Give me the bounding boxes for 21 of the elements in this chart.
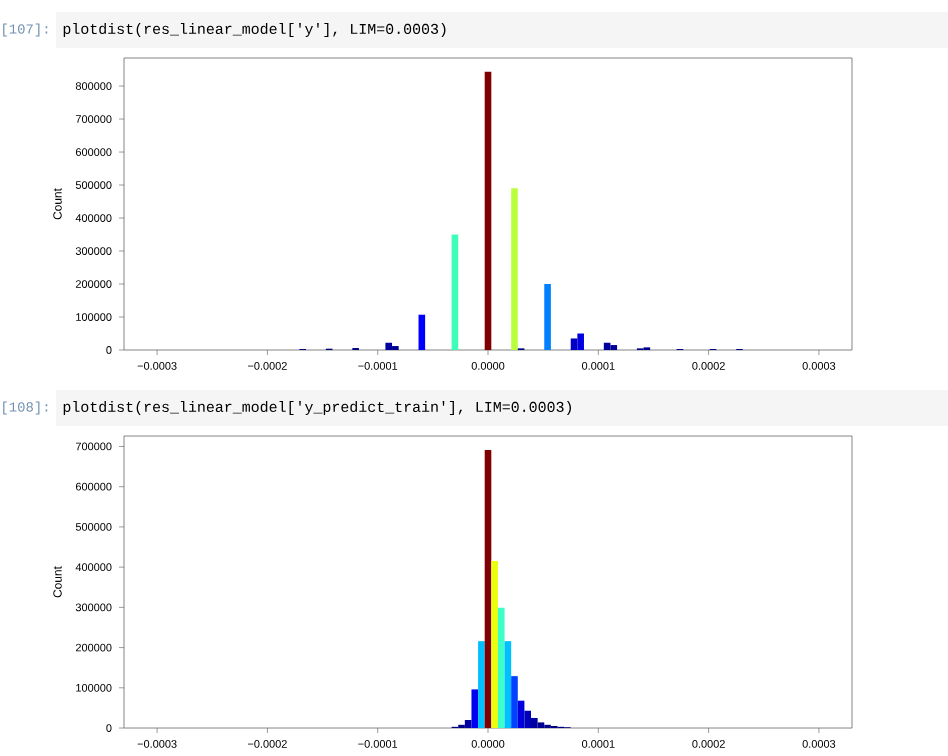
bar xyxy=(504,641,512,729)
bar xyxy=(544,284,551,351)
bar xyxy=(464,719,472,729)
bar xyxy=(577,333,584,351)
bar xyxy=(511,676,518,729)
bar xyxy=(570,338,578,351)
bar xyxy=(497,607,505,729)
bar xyxy=(491,561,498,729)
bar xyxy=(537,722,545,729)
bar xyxy=(451,234,459,351)
bar xyxy=(517,700,525,729)
bar xyxy=(471,689,479,729)
bar xyxy=(418,314,426,351)
bar xyxy=(385,342,393,351)
bar xyxy=(484,450,492,729)
bar xyxy=(478,641,485,729)
bar xyxy=(511,188,518,351)
bar xyxy=(610,345,618,351)
bar xyxy=(531,717,538,729)
bar xyxy=(524,710,532,729)
bar xyxy=(484,71,492,351)
